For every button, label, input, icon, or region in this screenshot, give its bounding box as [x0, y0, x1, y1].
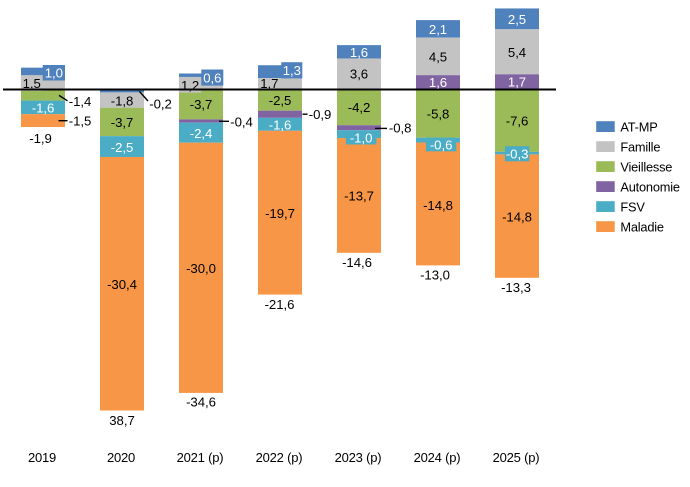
svg-text:2,1: 2,1 [429, 22, 447, 37]
svg-text:0,6: 0,6 [203, 70, 221, 85]
svg-text:2025 (p): 2025 (p) [493, 450, 540, 465]
svg-text:2019: 2019 [28, 450, 56, 465]
svg-text:Famille: Famille [620, 139, 660, 154]
svg-text:-5,8: -5,8 [427, 106, 450, 121]
svg-text:-14,8: -14,8 [423, 198, 453, 213]
svg-text:-19,7: -19,7 [265, 206, 295, 221]
svg-text:FSV: FSV [620, 199, 645, 214]
svg-text:-2,4: -2,4 [190, 126, 213, 141]
svg-text:-0,6: -0,6 [430, 137, 453, 152]
svg-text:-0,2: -0,2 [149, 97, 172, 112]
svg-text:-30,4: -30,4 [107, 277, 137, 292]
svg-text:-3,7: -3,7 [111, 115, 134, 130]
svg-text:AT-MP: AT-MP [620, 119, 657, 134]
svg-text:1,7: 1,7 [260, 76, 278, 91]
svg-text:-2,5: -2,5 [111, 140, 134, 155]
svg-text:-1,4: -1,4 [69, 94, 92, 109]
svg-text:Vieillesse: Vieillesse [620, 159, 672, 174]
svg-text:2024 (p): 2024 (p) [414, 450, 461, 465]
svg-text:-1,9: -1,9 [29, 131, 52, 146]
svg-text:-0,4: -0,4 [230, 115, 253, 130]
svg-text:-14,6: -14,6 [342, 255, 372, 270]
svg-text:1,7: 1,7 [508, 75, 526, 90]
svg-text:-13,3: -13,3 [501, 280, 531, 295]
svg-text:-0,8: -0,8 [389, 120, 412, 135]
svg-text:-1,6: -1,6 [32, 101, 55, 116]
svg-text:5,4: 5,4 [508, 45, 526, 60]
svg-text:-7,6: -7,6 [506, 113, 529, 128]
svg-text:2,5: 2,5 [508, 12, 526, 27]
svg-text:-4,2: -4,2 [348, 100, 371, 115]
svg-text:Autonomie: Autonomie [620, 179, 679, 194]
svg-text:38,7: 38,7 [109, 413, 134, 428]
svg-text:-13,0: -13,0 [420, 268, 450, 283]
svg-text:-34,6: -34,6 [186, 395, 216, 410]
svg-text:-14,8: -14,8 [502, 209, 532, 224]
svg-text:2023 (p): 2023 (p) [335, 450, 382, 465]
svg-text:2022 (p): 2022 (p) [256, 450, 303, 465]
svg-text:1,6: 1,6 [350, 45, 368, 60]
svg-text:-1,6: -1,6 [269, 118, 292, 133]
svg-text:1,2: 1,2 [181, 78, 199, 93]
svg-text:1,0: 1,0 [45, 66, 63, 81]
svg-text:2020: 2020 [107, 450, 135, 465]
svg-text:Maladie: Maladie [620, 219, 663, 234]
svg-text:-0,9: -0,9 [309, 107, 332, 122]
svg-text:-0,3: -0,3 [506, 147, 529, 162]
svg-text:2021 (p): 2021 (p) [177, 450, 224, 465]
svg-text:3,6: 3,6 [350, 67, 368, 82]
svg-text:-1,8: -1,8 [111, 93, 134, 108]
svg-text:1,3: 1,3 [283, 63, 301, 78]
svg-text:-2,5: -2,5 [269, 93, 292, 108]
svg-text:4,5: 4,5 [429, 50, 447, 65]
svg-text:-1,0: -1,0 [350, 131, 373, 146]
svg-text:-1,5: -1,5 [69, 114, 92, 129]
svg-text:-3,7: -3,7 [190, 97, 213, 112]
svg-text:1,5: 1,5 [23, 76, 41, 91]
svg-text:-21,6: -21,6 [265, 297, 295, 312]
svg-text:-30,0: -30,0 [186, 261, 216, 276]
svg-text:1,6: 1,6 [429, 75, 447, 90]
svg-text:-13,7: -13,7 [344, 189, 374, 204]
